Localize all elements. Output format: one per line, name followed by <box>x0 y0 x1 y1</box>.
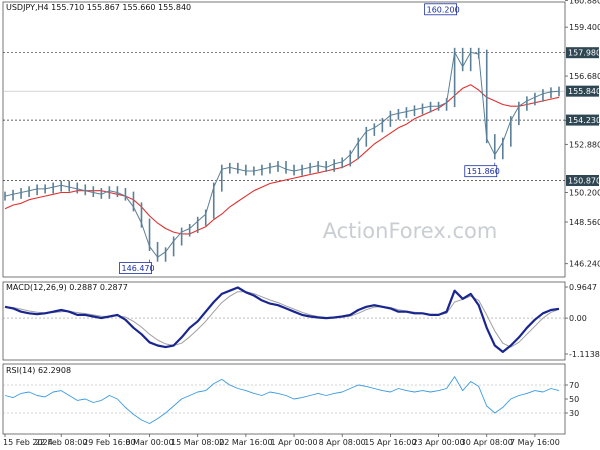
level-label-0: 157.980 <box>568 49 600 58</box>
macd-header: MACD(12,26,9) 0.2887 0.2877 <box>6 283 128 292</box>
series-layer: 160.200 151.860 146.470 <box>4 3 560 424</box>
x-tick-label-4: 15 Mar 08:00 <box>171 438 224 447</box>
panel-frames <box>2 1 566 435</box>
price-tick-5: 150.200 <box>569 189 600 198</box>
panel-frame-0 <box>2 1 566 278</box>
macd-tick-0: 0.9647 <box>569 283 597 292</box>
price-tick-7: 146.240 <box>569 260 600 269</box>
price-header: USDJPY,H4 155.710 155.867 155.660 155.84… <box>6 3 191 12</box>
x-tick-label-11: 7 May 16:00 <box>510 438 560 447</box>
rsi-tick-2: 50 <box>569 395 579 404</box>
price-tick-1: 159.400 <box>569 23 600 32</box>
annotation-label-0: 160.200 <box>427 5 460 14</box>
current-price-label: 155.840 <box>568 87 600 96</box>
price-tick-2: 156.680 <box>569 72 600 81</box>
axis-labels: 160.880159.400156.680154.200152.880150.2… <box>3 0 600 447</box>
current-price-label-bg <box>566 85 599 97</box>
macd-line <box>4 286 560 353</box>
x-tick-label-2: 29 Feb 16:00 <box>83 438 135 447</box>
x-tick-label-9: 23 Apr 00:00 <box>412 438 464 447</box>
watermark: ActionForex.com <box>323 219 498 243</box>
x-tick-label-3: 8 Mar 00:00 <box>125 438 173 447</box>
macd-tick-1: 0.00 <box>569 314 587 323</box>
x-tick-label-5: 22 Mar 16:00 <box>219 438 272 447</box>
price-line <box>4 51 560 258</box>
x-tick-label-1: 22 Feb 08:00 <box>35 438 87 447</box>
annotation-box-0 <box>424 3 458 16</box>
x-tick-label-7: 8 Apr 08:00 <box>319 438 366 447</box>
rsi-header: RSI(14) 62.2908 <box>6 366 71 375</box>
annotation-label-1: 151.860 <box>467 167 500 176</box>
annotation-box-1 <box>464 165 498 178</box>
annotation-box-2 <box>119 262 152 274</box>
ma-line <box>4 84 560 235</box>
panel-frame-2 <box>2 363 566 435</box>
rsi-tick-1: 70 <box>569 381 579 390</box>
x-tick-label-0: 15 Feb 2024 <box>3 438 53 447</box>
rsi-tick-3: 30 <box>569 409 579 418</box>
level-label-1-bg <box>566 114 599 126</box>
level-label-1: 154.230 <box>568 116 600 125</box>
rsi-line <box>4 376 560 424</box>
level-label-0-bg <box>566 47 599 59</box>
x-tick-label-6: 1 Apr 00:00 <box>271 438 318 447</box>
panel-frame-1 <box>2 281 566 361</box>
price-tick-6: 148.560 <box>569 218 600 227</box>
x-tick-label-10: 30 Apr 08:00 <box>461 438 513 447</box>
macd-signal-line <box>4 291 560 348</box>
price-tick-0: 160.880 <box>569 0 600 6</box>
level-label-2: 150.870 <box>568 176 600 185</box>
x-tick-label-8: 15 Apr 16:00 <box>364 438 416 447</box>
level-label-2-bg <box>566 174 599 186</box>
price-tick-4: 152.880 <box>569 140 600 149</box>
macd-tick-2: -1.1138 <box>569 350 600 359</box>
annotation-label-2: 146.470 <box>122 264 155 273</box>
